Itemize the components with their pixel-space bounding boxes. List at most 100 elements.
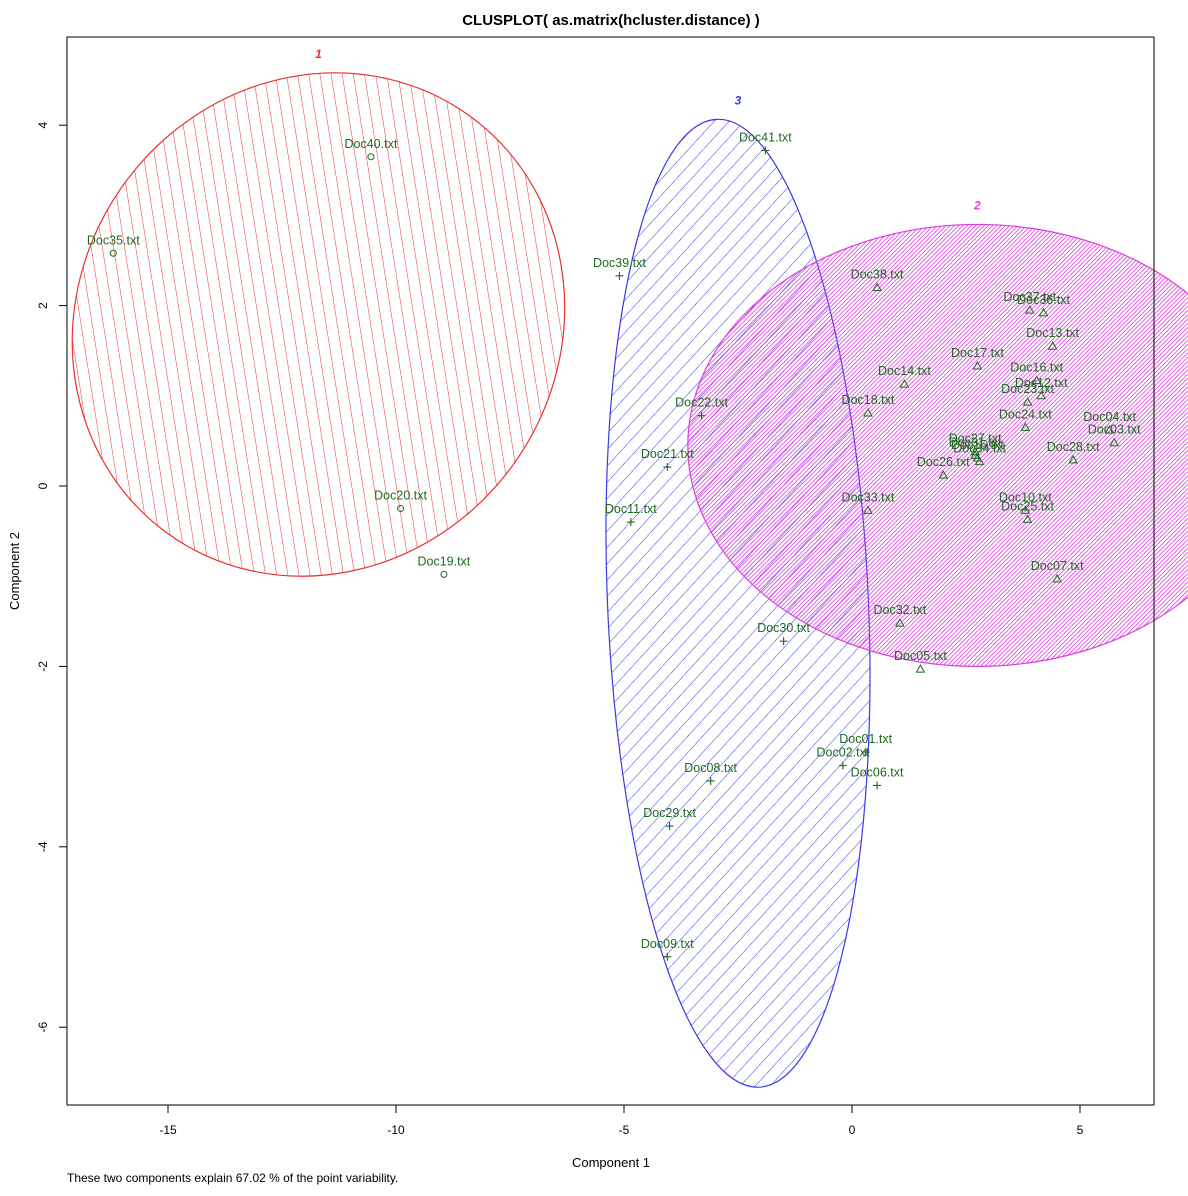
point-doc36: [1038, 307, 1049, 317]
point-doc24: [1020, 422, 1031, 431]
point-doc17: [972, 361, 983, 370]
cluster-1-label: 1: [315, 47, 322, 61]
y-tick-label: 0: [36, 482, 50, 489]
variability-footnote: These two components explain 67.02 % of …: [67, 1171, 398, 1185]
y-tick-label: 4: [36, 122, 50, 129]
points-layer: [109, 146, 1120, 961]
cluster-labels-layer: 1 3 2: [315, 47, 981, 213]
point-doc32: [895, 618, 905, 627]
x-axis-label: Component 1: [572, 1155, 650, 1170]
point-doc21: [663, 463, 672, 472]
cluster-2-ellipse: [687, 223, 1188, 667]
point-doc37: [1024, 305, 1035, 314]
point-doc05-label: Doc05.txt: [894, 649, 947, 663]
point-doc11: [626, 518, 635, 527]
point-doc16: [1031, 375, 1042, 384]
point-doc28-label: Doc28.txt: [1047, 440, 1100, 454]
point-doc13: [1047, 341, 1058, 350]
point-doc35: [109, 249, 117, 257]
point-doc38-label: Doc38.txt: [851, 268, 904, 282]
point-doc05: [915, 664, 926, 673]
point-doc10-label: Doc10.txt: [999, 490, 1052, 504]
y-axis-label: Component 2: [7, 532, 22, 610]
cluster-3-label: 3: [735, 93, 742, 107]
point-doc02: [838, 761, 847, 770]
point-doc16-label: Doc16.txt: [1010, 360, 1063, 374]
chart-title: CLUSPLOT( as.matrix(hcluster.distance) ): [462, 12, 760, 29]
point-doc41: [761, 146, 770, 155]
point-doc14-label: Doc14.txt: [878, 364, 931, 378]
point-doc26-label: Doc26.txt: [917, 455, 970, 469]
point-doc33: [863, 505, 873, 514]
point-labels-layer: Doc40.txt Doc35.txt Doc20.txt Doc19.txt Doc3…: [87, 130, 1141, 950]
point-doc09: [663, 952, 672, 961]
point-doc02-label: Doc02.txt: [816, 746, 869, 760]
point-doc25: [1022, 514, 1033, 523]
point-doc18-label: Doc18.txt: [842, 393, 895, 407]
x-tick-label: 5: [1077, 1123, 1084, 1137]
point-doc32-label: Doc32.txt: [873, 603, 926, 617]
point-doc34-label: Doc34.txt: [953, 442, 1006, 456]
point-doc08: [706, 776, 715, 785]
point-doc39: [615, 271, 624, 280]
y-tick-label: -6: [36, 1022, 50, 1033]
point-doc30-label: Doc30.txt: [757, 621, 810, 635]
point-doc40: [367, 153, 375, 161]
point-doc29-label: Doc29.txt: [643, 806, 696, 820]
point-doc31-label: Doc31.txt: [949, 435, 1002, 449]
x-tick-label: -15: [159, 1123, 177, 1137]
y-tick-label: -4: [36, 841, 50, 852]
point-doc18: [863, 407, 873, 417]
point-doc07-label: Doc07.txt: [1031, 559, 1084, 573]
point-doc19: [440, 570, 448, 578]
point-doc07: [1052, 573, 1063, 583]
point-doc01: [861, 748, 870, 757]
point-doc12: [1036, 390, 1047, 400]
point-doc25-label: Doc25.txt: [1001, 499, 1054, 513]
point-doc06-label: Doc06.txt: [851, 765, 904, 779]
point-doc08-label: Doc08.txt: [684, 761, 737, 775]
point-doc41-label: Doc41.txt: [739, 130, 792, 144]
point-doc36-label: Doc36.txt: [1017, 293, 1070, 307]
point-doc14: [899, 379, 910, 388]
point-doc40-label: Doc40.txt: [345, 137, 398, 151]
point-doc21-label: Doc21.txt: [641, 447, 694, 461]
point-doc03: [1109, 437, 1120, 447]
y-tick-label: -2: [36, 661, 50, 672]
point-doc22-label: Doc22.txt: [675, 396, 728, 410]
point-doc13-label: Doc13.txt: [1026, 326, 1079, 340]
point-doc11-label: Doc11.txt: [605, 502, 657, 516]
y-axis: -6 -4 -2 0 2 4: [36, 122, 68, 1033]
point-doc19-label: Doc19.txt: [417, 554, 470, 568]
point-doc10: [1020, 505, 1031, 514]
y-tick-label: 2: [36, 302, 50, 309]
point-doc22: [697, 411, 706, 420]
ellipses-layer: [71, 72, 1188, 1088]
point-doc01-label: Doc01.txt: [839, 732, 892, 746]
cluster-1-ellipse: [71, 72, 566, 577]
point-doc06: [873, 781, 882, 790]
point-doc09-label: Doc09.txt: [641, 937, 694, 951]
point-doc27-label: Doc27.txt: [949, 432, 1002, 446]
cluster-2-label: 2: [973, 198, 981, 212]
point-doc27: [970, 446, 980, 456]
point-doc30: [779, 637, 788, 646]
point-doc04-label: Doc04.txt: [1083, 410, 1136, 424]
point-doc28: [1068, 454, 1079, 464]
point-doc33-label: Doc33.txt: [842, 490, 895, 504]
point-doc26: [938, 470, 949, 479]
point-doc34: [974, 456, 985, 466]
point-doc12-label: Doc12.txt: [1015, 376, 1068, 390]
point-doc29: [665, 822, 674, 831]
point-doc17-label: Doc17.txt: [951, 346, 1004, 360]
point-doc15-label: Doc15.txt: [951, 438, 1004, 452]
x-tick-label: -10: [387, 1123, 405, 1137]
point-doc23: [1022, 397, 1033, 406]
point-doc20: [397, 505, 405, 513]
point-doc04: [1104, 425, 1115, 434]
point-doc20-label: Doc20.txt: [374, 489, 427, 503]
x-axis: -15 -10 -5 0 5: [159, 1104, 1084, 1137]
point-doc38: [872, 282, 882, 292]
point-doc03-label: Doc03.txt: [1088, 423, 1141, 437]
